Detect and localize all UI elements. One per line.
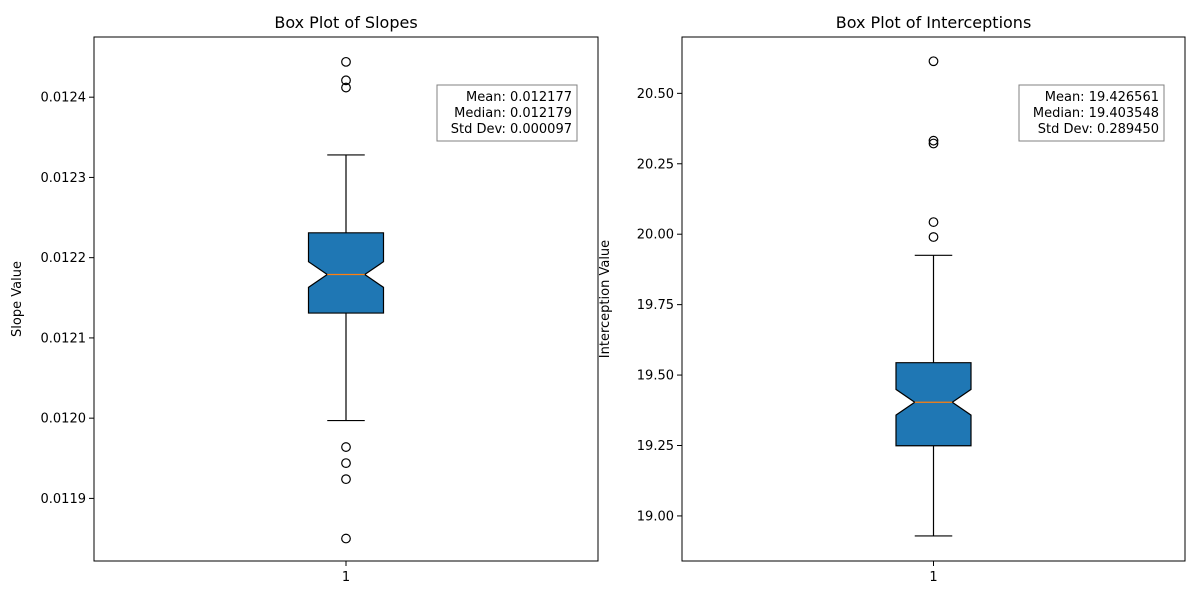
outlier-point	[341, 474, 351, 485]
y-tick-label: 19.00	[637, 509, 674, 524]
stats-line: Median: 19.403548	[1033, 106, 1159, 121]
outlier-point	[928, 232, 939, 242]
stats-line: Std Dev: 0.000097	[451, 122, 572, 137]
chart-title: Box Plot of Interceptions	[836, 13, 1032, 32]
outlier-point	[341, 442, 351, 452]
y-tick-label: 0.0120	[41, 412, 87, 427]
y-tick-label: 0.0122	[41, 251, 87, 266]
stats-box	[1018, 84, 1165, 142]
stats-line: Mean: 19.426561	[1045, 90, 1159, 105]
y-tick-label: 0.0121	[41, 331, 87, 346]
outlier-point	[928, 217, 939, 227]
axes-frame	[681, 36, 1186, 562]
outlier-point	[341, 458, 351, 469]
y-axis-label: Slope Value	[10, 261, 25, 337]
y-tick-label: 20.25	[637, 157, 674, 172]
x-tick-label: 1	[342, 570, 350, 585]
outlier-point	[928, 135, 939, 146]
y-tick-label: 0.0123	[41, 171, 87, 186]
y-tick-label: 20.00	[637, 228, 674, 243]
chart-2: Box Plot of Interceptions Interception Va…	[598, 13, 1186, 585]
stats-line: Mean: 0.012177	[466, 90, 572, 105]
y-tick-label: 0.0124	[41, 91, 87, 106]
stats-line: Median: 0.012179	[454, 106, 572, 121]
outlier-point	[341, 533, 351, 544]
box	[307, 232, 385, 314]
chart-title: Box Plot of Slopes	[274, 13, 417, 32]
box	[895, 362, 972, 447]
x-tick-label: 1	[929, 570, 937, 585]
y-axis-label: Interception Value	[598, 240, 613, 358]
outlier-point	[341, 56, 351, 67]
y-tick-label: 20.50	[637, 87, 674, 102]
outlier-point	[341, 75, 351, 86]
chart-1: Box Plot of Slopes Slope Value 0.0119 0.012…	[10, 13, 599, 585]
stats-box	[436, 84, 578, 142]
y-tick-label: 0.0119	[41, 492, 87, 507]
y-tick-label: 19.75	[637, 298, 674, 313]
outlier-point	[928, 138, 939, 149]
outlier-point	[341, 82, 351, 93]
outlier-point	[928, 56, 939, 67]
stats-line: Std Dev: 0.289450	[1038, 122, 1159, 137]
y-tick-label: 19.50	[637, 369, 674, 384]
axes-frame	[93, 36, 599, 562]
y-tick-label: 19.25	[637, 439, 674, 454]
